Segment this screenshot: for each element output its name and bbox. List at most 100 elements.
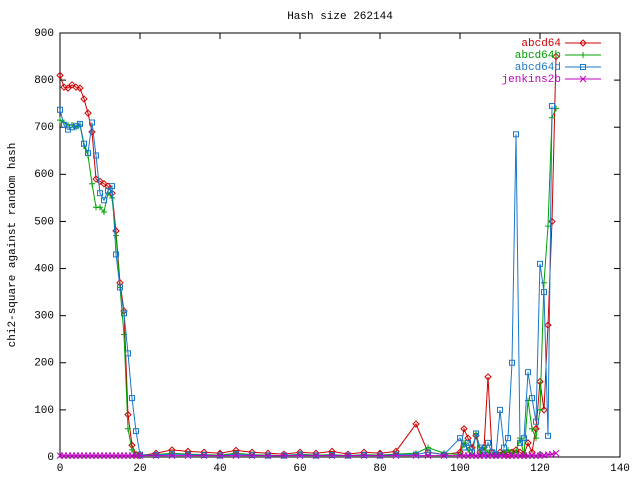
marker	[457, 435, 463, 442]
y-tick-label: 400	[34, 263, 54, 275]
marker	[129, 446, 135, 453]
marker	[73, 122, 79, 129]
marker	[152, 452, 160, 459]
marker	[477, 444, 483, 451]
marker	[536, 377, 544, 386]
marker	[485, 439, 491, 446]
marker	[461, 444, 467, 451]
marker	[93, 152, 99, 159]
marker	[117, 284, 123, 291]
marker	[72, 83, 80, 91]
marker	[264, 452, 272, 459]
marker	[344, 452, 352, 459]
chart-title: Hash size 262144	[287, 11, 393, 23]
marker	[529, 425, 535, 432]
marker	[484, 373, 492, 381]
marker	[505, 435, 511, 442]
x-tick-label: 20	[133, 463, 146, 475]
marker	[548, 217, 556, 226]
marker	[60, 83, 68, 91]
marker	[424, 452, 432, 459]
marker	[101, 197, 107, 204]
marker	[541, 279, 547, 286]
marker	[533, 418, 539, 425]
marker	[497, 406, 503, 413]
marker	[540, 406, 548, 414]
y-tick-label: 700	[34, 122, 54, 134]
marker	[460, 425, 468, 433]
marker	[96, 177, 104, 186]
marker	[521, 451, 527, 458]
marker	[393, 451, 399, 458]
legend-marker	[580, 52, 586, 58]
marker	[440, 452, 448, 459]
marker	[441, 451, 447, 458]
marker	[100, 180, 108, 188]
marker	[81, 140, 87, 147]
marker	[184, 452, 192, 459]
marker	[473, 430, 479, 437]
marker	[89, 180, 95, 187]
legend-marker	[579, 39, 587, 47]
y-tick-label: 200	[34, 358, 54, 370]
marker	[56, 71, 64, 80]
marker	[169, 451, 175, 458]
x-tick-label: 0	[57, 463, 64, 475]
x-tick-label: 40	[213, 463, 226, 475]
legend-label: abcd64b	[515, 50, 561, 62]
marker	[545, 223, 551, 230]
x-tick-label: 60	[293, 463, 306, 475]
legend-label: jenkins2b	[502, 74, 561, 86]
marker	[113, 251, 119, 258]
marker	[57, 117, 63, 124]
y-axis-label: chi2-square against random hash	[7, 143, 19, 348]
marker	[552, 449, 560, 457]
series-line	[59, 56, 557, 457]
marker	[533, 435, 539, 442]
marker	[85, 150, 91, 157]
y-tick-label: 500	[34, 216, 54, 228]
marker	[200, 452, 208, 459]
marker	[464, 434, 472, 442]
legend-label: abcd64d	[515, 62, 561, 74]
marker	[552, 52, 560, 61]
x-tick-label: 100	[450, 463, 470, 475]
marker	[541, 289, 547, 296]
marker	[125, 350, 131, 357]
marker	[521, 435, 527, 442]
marker	[501, 444, 507, 451]
y-tick-label: 0	[47, 452, 54, 464]
marker	[525, 369, 531, 376]
marker	[296, 452, 304, 459]
marker	[376, 452, 384, 459]
marker	[248, 452, 256, 459]
marker	[105, 187, 111, 194]
marker	[545, 432, 551, 439]
marker	[185, 451, 191, 458]
marker	[80, 95, 88, 103]
marker	[469, 449, 475, 456]
plot-border	[59, 32, 621, 458]
y-tick-label: 300	[34, 311, 54, 323]
marker	[97, 190, 103, 197]
marker	[168, 452, 176, 459]
marker	[233, 451, 239, 458]
y-tick-label: 600	[34, 169, 54, 181]
marker	[513, 449, 519, 456]
marker	[425, 449, 431, 456]
marker	[537, 406, 543, 413]
marker	[57, 106, 63, 113]
marker	[129, 395, 135, 402]
marker	[121, 310, 127, 317]
marker	[109, 183, 115, 190]
marker	[457, 451, 463, 458]
marker	[136, 452, 144, 459]
x-tick-label: 140	[610, 463, 630, 475]
marker	[76, 84, 84, 92]
marker	[88, 128, 96, 136]
x-tick-label: 80	[373, 463, 386, 475]
y-tick-label: 800	[34, 75, 54, 87]
marker	[532, 425, 540, 433]
